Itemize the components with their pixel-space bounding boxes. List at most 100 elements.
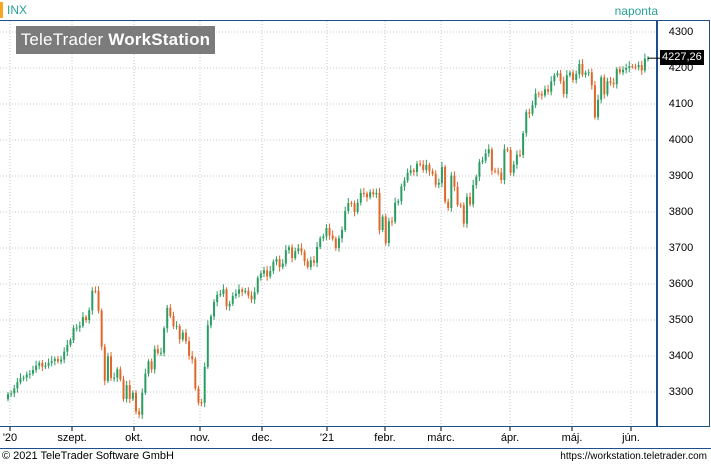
candle-up (587, 72, 590, 74)
candle-up (219, 294, 222, 296)
candle-down (250, 295, 253, 300)
candle-up (209, 316, 212, 326)
candle-up (38, 362, 41, 366)
candle-down (353, 203, 356, 212)
candle-up (643, 58, 646, 71)
candle-up (425, 164, 428, 170)
candle-up (263, 270, 265, 274)
candle-up (287, 247, 290, 251)
candle-up (125, 385, 128, 399)
candle-up (512, 164, 515, 173)
candle-up (525, 112, 528, 134)
candle-down (581, 64, 584, 75)
candle-down (391, 221, 393, 223)
candle-up (606, 81, 609, 95)
price-tick-label: 3700 (668, 242, 694, 254)
price-axis[interactable] (656, 20, 710, 427)
candle-down (509, 150, 512, 173)
candle-up (72, 327, 75, 341)
copyright-text: © 2021 TeleTrader Software GmbH (2, 450, 174, 462)
candle-up (50, 361, 53, 363)
candle-down (56, 358, 59, 362)
candle-up (356, 202, 359, 212)
teletrader-logo: TeleTrader WorkStation (16, 26, 215, 54)
plot-area[interactable] (0, 20, 656, 427)
candle-down (172, 316, 175, 327)
candle-up (275, 259, 278, 262)
time-tick-label: szept. (57, 432, 87, 444)
time-tick-label: ápr. (500, 432, 520, 444)
candle-up (13, 388, 16, 394)
candle-down (462, 205, 465, 224)
candle-up (550, 81, 553, 92)
candle-down (519, 154, 521, 156)
price-tick-label: 3400 (668, 350, 694, 362)
candle-up (131, 392, 134, 399)
candle-up (553, 75, 556, 82)
candle-down (312, 260, 315, 263)
candle-up (7, 394, 9, 400)
candle-down (200, 402, 203, 404)
candle-up (647, 58, 649, 60)
candle-up (565, 75, 568, 94)
candle-up (472, 185, 475, 205)
period-label[interactable]: naponta (614, 4, 658, 18)
candle-down (94, 290, 97, 292)
candle-up (25, 374, 28, 378)
price-tick-label: 3500 (668, 314, 694, 326)
candle-up (203, 366, 206, 403)
candle-up (19, 378, 22, 383)
symbol-label[interactable]: INX (0, 2, 27, 18)
candle-down (300, 248, 303, 252)
candle-down (497, 171, 500, 173)
time-tick-label: dec. (251, 432, 273, 444)
candle-up (216, 294, 219, 302)
workstation-url[interactable]: https://workstation.teletrader.com (560, 451, 707, 462)
candle-up (322, 236, 325, 239)
candle-up (503, 149, 506, 180)
candle-up (144, 373, 147, 393)
candle-up (53, 358, 56, 362)
candle-up (600, 77, 603, 100)
candle-down (247, 290, 250, 296)
candle-up (597, 99, 600, 118)
candle-down (378, 192, 381, 230)
candle-up (409, 170, 412, 173)
candle-up (556, 73, 559, 76)
candle-down (135, 392, 137, 412)
candle-up (622, 69, 625, 73)
candle-up (406, 172, 409, 181)
candle-up (163, 328, 166, 353)
candle-down (640, 65, 643, 71)
candle-up (213, 302, 216, 317)
candle-down (434, 173, 437, 185)
candle-down (100, 310, 103, 347)
candle-up (450, 175, 453, 209)
candle-up (381, 216, 384, 230)
candle-down (593, 85, 596, 118)
candle-up (375, 192, 378, 195)
candle-down (384, 216, 387, 243)
time-tick-label: '20 (2, 432, 18, 444)
candle-up (269, 271, 272, 277)
candle-down (266, 270, 269, 277)
candle-down (331, 235, 334, 239)
candle-up (175, 326, 178, 328)
candle-down (350, 203, 353, 204)
candle-down (197, 388, 200, 403)
candle-down (169, 307, 172, 317)
candle-down (537, 93, 540, 95)
candle-down (500, 172, 503, 180)
candle-down (328, 227, 331, 236)
candle-up (88, 310, 91, 320)
candle-up (281, 263, 284, 268)
candle-down (547, 89, 550, 92)
time-tick-label: nov. (190, 432, 210, 444)
candle-down (194, 359, 197, 389)
candle-up (478, 161, 481, 177)
candle-up (231, 295, 234, 304)
candle-up (387, 221, 390, 243)
time-tick-label: jún. (622, 432, 640, 444)
